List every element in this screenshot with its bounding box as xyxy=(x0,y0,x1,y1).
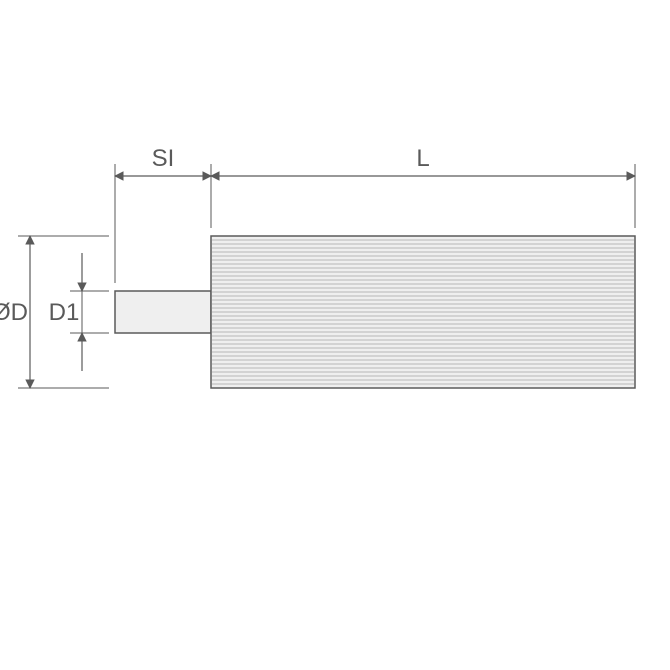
label-d1: D1 xyxy=(49,299,80,326)
label-d: ØD xyxy=(0,299,28,326)
label-l: L xyxy=(416,145,429,172)
dimension-d1: D1 xyxy=(49,253,109,371)
technical-diagram: SI L ØD D1 xyxy=(0,0,670,670)
shaft xyxy=(115,291,211,333)
body xyxy=(211,236,635,388)
dimension-l: L xyxy=(211,145,635,228)
dimension-si: SI xyxy=(115,145,211,283)
label-si: SI xyxy=(152,145,175,172)
